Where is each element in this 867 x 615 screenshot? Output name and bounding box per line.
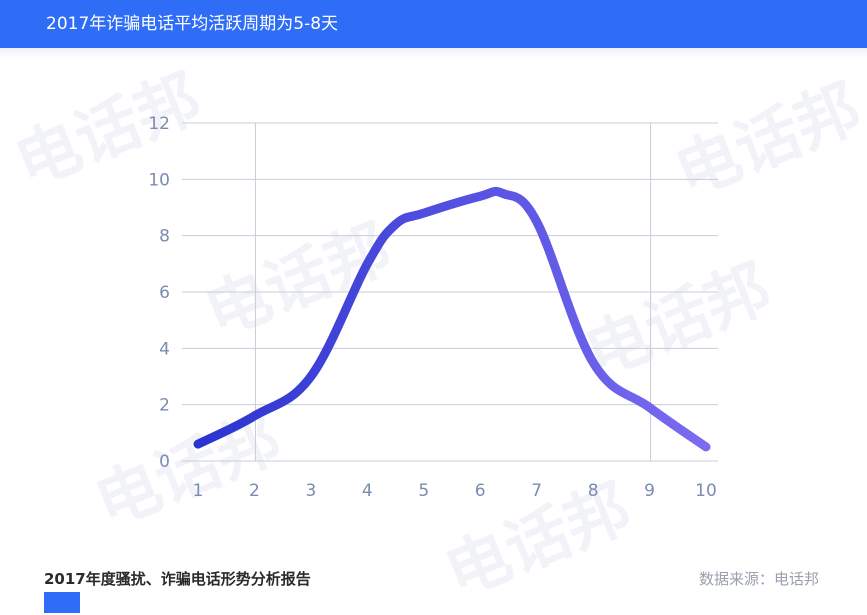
x-tick-label: 10 xyxy=(695,481,717,501)
x-tick-label: 6 xyxy=(475,481,486,501)
report-title: 2017年度骚扰、诈骗电话形势分析报告 xyxy=(44,570,311,588)
y-tick-label: 0 xyxy=(159,452,170,472)
y-tick-label: 2 xyxy=(159,396,170,416)
x-tick-label: 9 xyxy=(644,481,655,501)
y-tick-label: 8 xyxy=(159,227,170,247)
x-tick-label: 5 xyxy=(418,481,429,501)
x-tick-label: 1 xyxy=(193,481,204,501)
series-line xyxy=(193,186,711,452)
header-divider xyxy=(0,48,867,58)
series-layer xyxy=(193,186,711,452)
x-tick-label: 2 xyxy=(249,481,260,501)
data-source: 数据来源：电话邦 xyxy=(698,570,819,588)
y-tick-label: 4 xyxy=(159,339,170,359)
y-tick-label: 12 xyxy=(148,114,170,134)
x-tick-label: 7 xyxy=(531,481,542,501)
chart-header: 2017年诈骗电话平均活跃周期为5-8天 xyxy=(0,0,867,48)
x-tick-label: 8 xyxy=(588,481,599,501)
y-tick-label: 10 xyxy=(148,170,170,190)
brand-block xyxy=(44,592,80,613)
chart-title: 2017年诈骗电话平均活跃周期为5-8天 xyxy=(46,14,339,34)
x-tick-label: 3 xyxy=(305,481,316,501)
x-tick-label: 4 xyxy=(362,481,373,501)
y-tick-label: 6 xyxy=(159,283,170,303)
